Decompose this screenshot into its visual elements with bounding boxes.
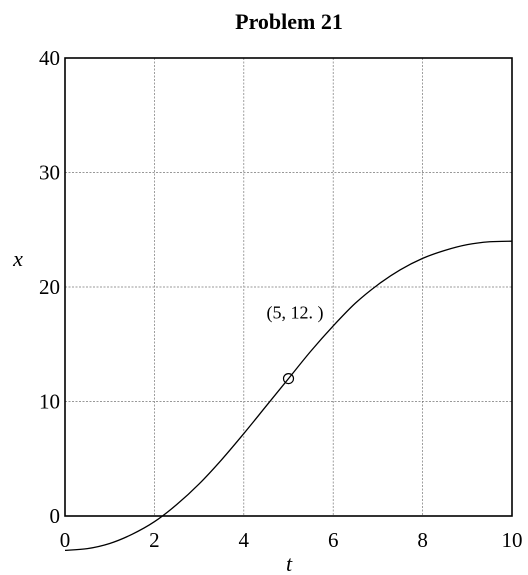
x-tick-label: 4	[239, 528, 250, 552]
x-tick-label: 8	[417, 528, 428, 552]
x-tick-label: 10	[502, 528, 523, 552]
y-tick-label: 40	[39, 46, 60, 70]
y-tick-label: 0	[50, 504, 61, 528]
x-tick-label: 2	[149, 528, 160, 552]
y-tick-label: 10	[39, 390, 60, 414]
data-curve	[64, 240, 513, 551]
plot-frame	[64, 57, 513, 517]
x-tick-label: 0	[60, 528, 71, 552]
point-annotation: (5, 12. )	[267, 303, 324, 324]
highlight-point-marker	[282, 373, 295, 385]
x-tick-label: 6	[328, 528, 339, 552]
x-tick-labels: 0 2 4 6 8 10	[60, 528, 523, 552]
y-tick-label: 20	[39, 275, 60, 299]
y-axis-label: x	[12, 246, 23, 271]
y-tick-label: 30	[39, 161, 60, 185]
chart-title: Problem 21	[235, 9, 343, 34]
x-axis-label: t	[286, 551, 293, 575]
gridlines	[65, 58, 512, 516]
y-tick-labels: 0 10 20 30 40	[39, 46, 60, 528]
